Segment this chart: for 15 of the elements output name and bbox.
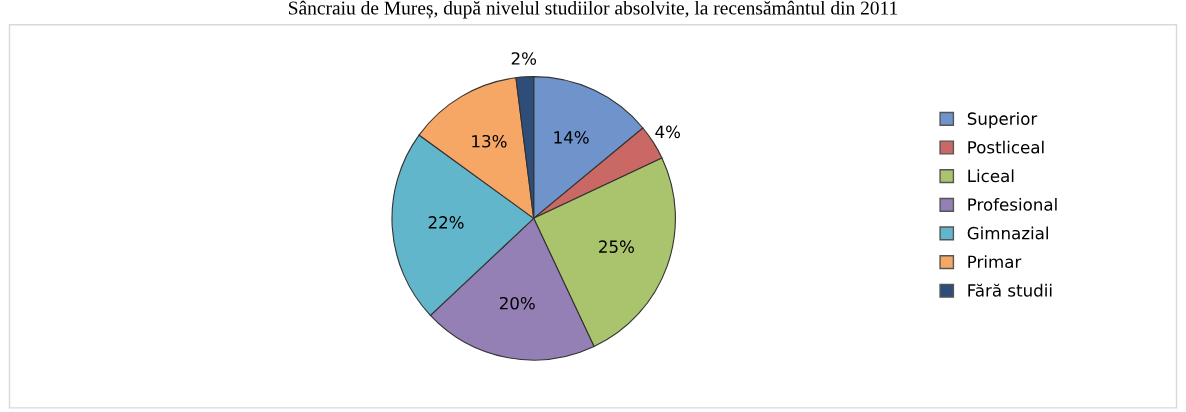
data-label: 14%	[554, 131, 589, 144]
data-label: 22%	[428, 216, 464, 229]
data-label: 2%	[511, 52, 537, 65]
data-label: 20%	[499, 296, 535, 310]
legend-label: Liceal	[968, 169, 1014, 183]
chart-title: Sâncraiu de Mureș, după nivelul studiilor absolvite, la recensământul din 2011	[289, 0, 898, 19]
legend-label: Primar	[968, 255, 1022, 269]
legend-label: Gimnazial	[967, 226, 1048, 240]
legend-label: Profesional	[968, 197, 1057, 211]
legend-label: Superior	[967, 112, 1038, 129]
legend-label: Postliceal	[968, 140, 1044, 154]
data-label: 4%	[655, 125, 681, 139]
legend-label: Fără studii	[968, 283, 1052, 297]
data-label: 25%	[599, 240, 634, 253]
data-label: 13%	[472, 134, 507, 148]
